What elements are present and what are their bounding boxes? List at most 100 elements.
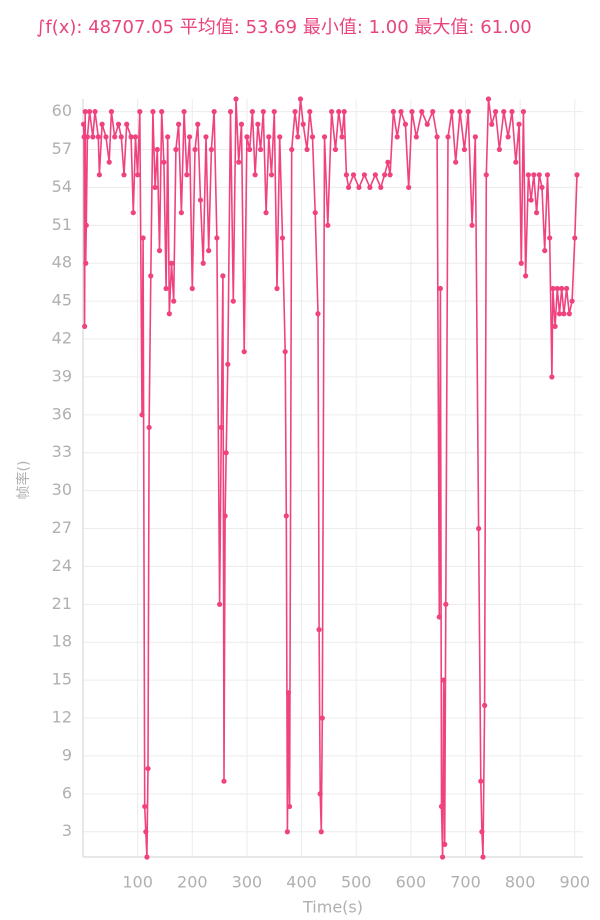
y-tick-label: 54: [52, 177, 72, 196]
y-tick-label: 48: [52, 253, 72, 272]
point: [214, 235, 220, 241]
point: [96, 172, 102, 178]
point: [476, 525, 482, 532]
point: [542, 248, 548, 254]
point: [549, 374, 555, 380]
point: [525, 172, 531, 178]
point: [382, 172, 388, 178]
point: [552, 323, 558, 329]
x-tick-label: 900: [560, 873, 591, 892]
point: [163, 285, 169, 292]
point: [483, 172, 489, 178]
point: [222, 513, 228, 519]
point: [336, 109, 342, 115]
point: [387, 172, 393, 178]
point: [445, 134, 451, 140]
point: [544, 172, 551, 178]
point: [173, 146, 179, 153]
point: [146, 424, 152, 431]
point: [184, 172, 190, 178]
y-tick-label: 9: [62, 745, 72, 764]
point: [318, 829, 324, 835]
point: [554, 285, 560, 292]
point: [372, 172, 378, 178]
point: [230, 298, 236, 304]
point: [424, 121, 430, 127]
y-tick-label: 27: [52, 518, 72, 537]
point: [195, 121, 201, 127]
point: [90, 134, 96, 140]
point: [217, 601, 223, 607]
point: [361, 172, 368, 178]
point: [143, 829, 149, 835]
point: [536, 172, 542, 178]
point: [82, 323, 88, 329]
y-tick-label: 3: [62, 821, 72, 840]
point: [168, 260, 175, 266]
point: [413, 134, 419, 140]
y-tick-label: 30: [52, 480, 72, 499]
point: [203, 134, 209, 140]
point: [457, 109, 463, 115]
point: [492, 109, 499, 115]
y-axis-label: 帧率(): [15, 461, 32, 500]
point: [171, 298, 177, 304]
point: [402, 121, 409, 127]
point: [277, 134, 283, 140]
point: [300, 121, 306, 127]
point: [283, 513, 289, 519]
point: [409, 109, 415, 115]
point: [118, 134, 124, 140]
point: [321, 134, 328, 140]
point: [350, 172, 357, 178]
point: [206, 248, 212, 254]
point: [92, 109, 98, 115]
point: [520, 109, 527, 115]
point: [178, 210, 184, 216]
point: [218, 424, 224, 431]
point: [523, 273, 529, 279]
x-tick-label: 500: [341, 873, 372, 892]
point: [559, 285, 565, 292]
point: [108, 109, 115, 115]
point: [453, 159, 459, 165]
point: [480, 854, 486, 860]
point: [289, 146, 295, 153]
point: [112, 134, 118, 140]
x-tick-label: 200: [177, 873, 208, 892]
point: [312, 210, 318, 216]
point: [148, 273, 154, 279]
point: [469, 222, 475, 228]
point: [385, 159, 391, 165]
point: [236, 159, 242, 165]
point: [255, 121, 261, 127]
point: [343, 172, 349, 178]
point: [309, 134, 316, 140]
point: [208, 146, 215, 153]
point: [135, 172, 141, 178]
point: [137, 109, 143, 115]
point: [223, 450, 229, 456]
point: [249, 109, 255, 115]
chart-title: ∫f(x): 48707.05 平均值: 53.69 最小值: 1.00 最大值…: [36, 17, 532, 38]
point: [394, 134, 400, 140]
point: [227, 109, 234, 115]
point: [437, 285, 443, 292]
point: [181, 109, 187, 115]
point: [247, 146, 253, 153]
point: [192, 146, 198, 153]
point: [99, 121, 105, 127]
point: [86, 109, 93, 115]
y-tick-label: 15: [52, 670, 72, 689]
point: [83, 222, 89, 228]
point: [161, 159, 167, 165]
point: [297, 96, 304, 102]
y-tick-label: 60: [52, 101, 72, 120]
point: [145, 765, 151, 772]
point: [501, 109, 507, 115]
point: [279, 235, 286, 241]
point: [186, 134, 193, 140]
point: [485, 96, 492, 102]
x-axis-label: Time(s): [302, 898, 363, 917]
point: [103, 134, 109, 140]
